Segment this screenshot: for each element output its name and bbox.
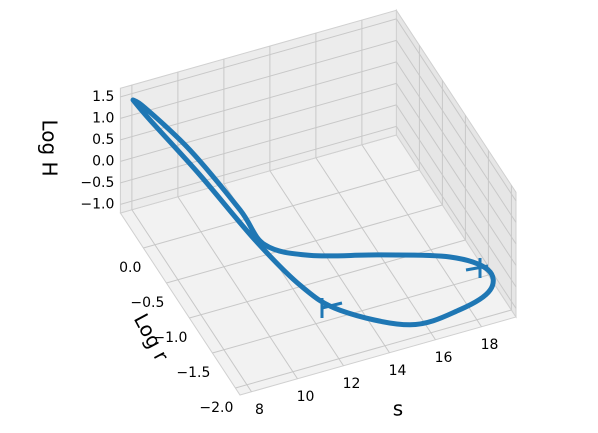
grid-line	[131, 209, 252, 393]
grid-line	[395, 40, 517, 223]
grid-line	[177, 196, 298, 380]
grid-line	[395, 18, 517, 202]
y-tick-label: −2.0	[199, 400, 233, 416]
z-axis-label: Log H	[38, 119, 62, 176]
trajectory	[130, 97, 496, 328]
z-tick-label: 0.0	[92, 153, 114, 169]
grid-line	[166, 204, 443, 284]
z-tick-label: 1.0	[92, 110, 114, 126]
direction-marker	[320, 298, 343, 318]
x-tick-label: 14	[389, 363, 407, 379]
z-tick-label: 1.5	[92, 89, 114, 105]
x-tick-label: 16	[435, 350, 453, 366]
x-tick-label: 10	[297, 389, 315, 405]
x-axis-label: s	[393, 397, 403, 421]
grid-line	[361, 144, 482, 328]
curve-layer	[130, 97, 496, 328]
y-tick-label: 0.0	[119, 260, 141, 276]
grid-line	[120, 18, 397, 98]
grid-line	[395, 61, 517, 245]
grid-line	[120, 125, 397, 205]
x-tick-label: 8	[255, 402, 264, 418]
grid-line	[269, 170, 390, 354]
grid	[120, 18, 517, 393]
grid-line	[235, 309, 512, 389]
z-tick-label: −1.0	[80, 196, 114, 212]
grid-line	[395, 83, 517, 266]
y-tick-label: −1.5	[176, 365, 210, 381]
grid-line	[395, 126, 517, 309]
grid-line	[120, 104, 397, 184]
grid-line	[315, 157, 436, 341]
x-tick-label: 12	[343, 376, 361, 392]
z-tick-label: −0.5	[80, 175, 114, 191]
x-tick-label: 18	[481, 337, 499, 353]
z-tick-label: 0.5	[92, 132, 114, 148]
y-tick-label: −0.5	[130, 295, 164, 311]
grid-line	[120, 82, 397, 162]
y-tick-label: −1.0	[153, 330, 187, 346]
grid-line	[143, 169, 420, 249]
grid-line	[120, 39, 397, 119]
direction-marker	[465, 258, 489, 278]
side-pane	[395, 8, 517, 319]
grid-line	[395, 104, 517, 288]
